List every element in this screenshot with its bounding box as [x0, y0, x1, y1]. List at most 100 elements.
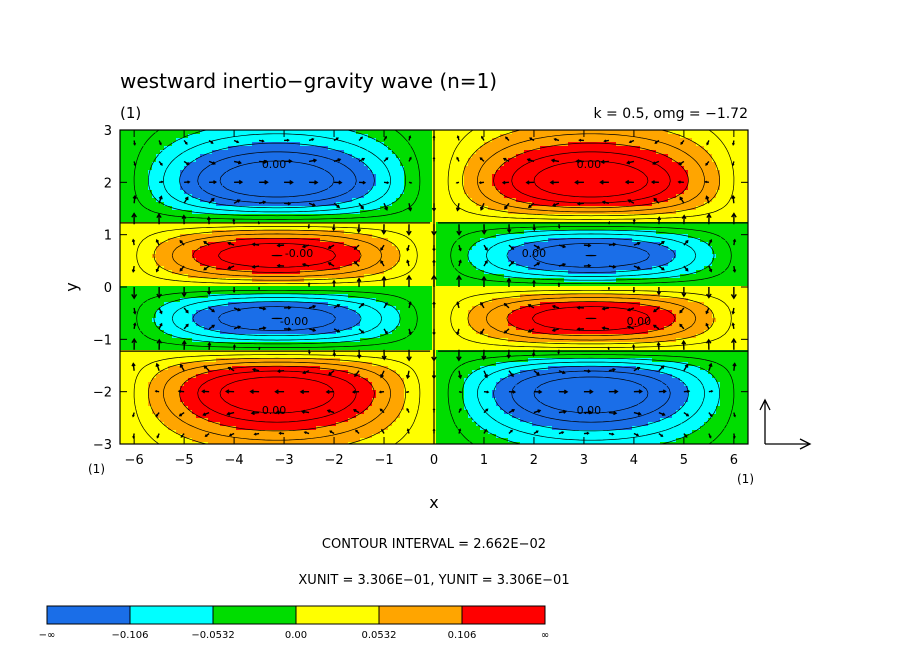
- fill-cell: [180, 334, 185, 339]
- fill-cell: [240, 250, 245, 255]
- fill-cell: [136, 386, 141, 391]
- fill-cell: [180, 162, 185, 167]
- fill-cell: [228, 394, 233, 399]
- fill-cell: [200, 246, 205, 251]
- fill-cell: [308, 434, 313, 439]
- fill-cell: [340, 190, 345, 195]
- fill-cell: [168, 362, 173, 367]
- fill-cell: [332, 230, 337, 235]
- fill-cell: [196, 338, 201, 343]
- fill-cell: [332, 178, 337, 183]
- fill-cell: [228, 410, 233, 415]
- fill-cell: [240, 430, 245, 435]
- fill-cell: [268, 206, 273, 211]
- fill-cell: [136, 370, 141, 375]
- fill-cell: [368, 246, 373, 251]
- fill-cell: [284, 362, 289, 367]
- fill-cell: [136, 266, 141, 271]
- fill-cell: [248, 218, 253, 223]
- fill-cell: [320, 390, 325, 395]
- fill-cell: [312, 218, 317, 223]
- fill-cell: [272, 194, 277, 199]
- fill-cell: [340, 262, 345, 267]
- fill-cell: [288, 318, 293, 323]
- fill-cell: [224, 266, 229, 271]
- fill-cell: [292, 210, 297, 215]
- fill-cell: [140, 238, 145, 243]
- fill-cell: [140, 410, 145, 415]
- fill-cell: [168, 422, 173, 427]
- fill-cell: [152, 410, 157, 415]
- fill-cell: [320, 130, 325, 135]
- fill-cell: [176, 394, 181, 399]
- fill-cell: [248, 430, 253, 435]
- fill-cell: [180, 354, 185, 359]
- fill-cell: [192, 410, 197, 415]
- fill-cell: [292, 366, 297, 371]
- fill-cell: [132, 278, 137, 283]
- fill-cell: [328, 166, 333, 171]
- fill-cell: [176, 354, 181, 359]
- fill-cell: [340, 382, 345, 387]
- fill-cell: [152, 142, 157, 147]
- fill-cell: [264, 158, 269, 163]
- fill-cell: [212, 326, 217, 331]
- fill-cell: [180, 178, 185, 183]
- fill-cell: [196, 426, 201, 431]
- fill-cell: [312, 298, 317, 303]
- fill-cell: [316, 182, 321, 187]
- fill-cell: [240, 366, 245, 371]
- fill-cell: [176, 414, 181, 419]
- fill-cell: [140, 266, 145, 271]
- fill-cell: [368, 162, 373, 167]
- fill-cell: [248, 254, 253, 259]
- fill-cell: [184, 270, 189, 275]
- fill-cell: [128, 166, 133, 171]
- fill-cell: [276, 394, 281, 399]
- fill-cell: [344, 250, 349, 255]
- fill-cell: [300, 202, 305, 207]
- fill-cell: [364, 354, 369, 359]
- fill-cell: [192, 342, 197, 347]
- fill-cell: [328, 286, 333, 291]
- fill-cell: [304, 214, 309, 219]
- fill-cell: [272, 214, 277, 219]
- fill-cell: [364, 154, 369, 159]
- fill-cell: [248, 358, 253, 363]
- fill-cell: [192, 282, 197, 287]
- fill-cell: [140, 142, 145, 147]
- fill-cell: [372, 142, 377, 147]
- fill-cell: [316, 218, 321, 223]
- fill-cell: [160, 178, 165, 183]
- fill-cell: [248, 166, 253, 171]
- fill-cell: [288, 370, 293, 375]
- fill-cell: [216, 158, 221, 163]
- fill-cell: [220, 166, 225, 171]
- fill-cell: [252, 130, 257, 135]
- fill-cell: [184, 302, 189, 307]
- fill-cell: [160, 406, 165, 411]
- fill-cell: [260, 242, 265, 247]
- fill-cell: [368, 218, 373, 223]
- fill-cell: [332, 330, 337, 335]
- fill-cell: [184, 394, 189, 399]
- fill-cell: [348, 338, 353, 343]
- fill-cell: [132, 358, 137, 363]
- fill-cell: [232, 262, 237, 267]
- fill-cell: [164, 130, 169, 135]
- fill-cell: [296, 438, 301, 443]
- fill-cell: [124, 162, 129, 167]
- fill-cell: [256, 354, 261, 359]
- fill-cell: [200, 150, 205, 155]
- fill-cell: [156, 442, 161, 444]
- fill-cell: [336, 306, 341, 311]
- fill-cell: [144, 302, 149, 307]
- fill-cell: [172, 374, 177, 379]
- fill-cell: [356, 386, 361, 391]
- fill-cell: [296, 338, 301, 343]
- fill-cell: [168, 350, 173, 355]
- fill-cell: [152, 230, 157, 235]
- fill-cell: [308, 226, 313, 231]
- fill-cell: [292, 442, 297, 444]
- fill-cell: [188, 410, 193, 415]
